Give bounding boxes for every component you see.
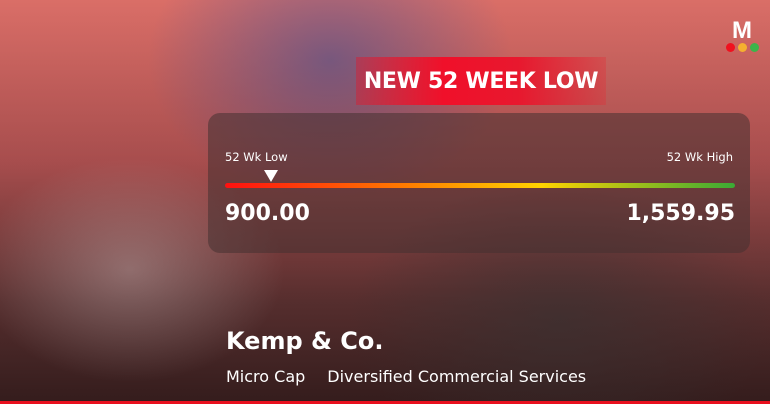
- brand-logo: M: [724, 17, 760, 56]
- logo-dot-red: [725, 43, 735, 52]
- range-bar: [225, 183, 735, 188]
- new-52-week-low-badge: NEW 52 WEEK LOW: [356, 57, 606, 105]
- logo-letter: M: [732, 17, 752, 44]
- current-price-marker-icon: [263, 170, 278, 182]
- company-name: Kemp & Co.: [226, 327, 384, 355]
- accent-bar: [0, 401, 770, 404]
- logo-dot-green: [749, 43, 759, 52]
- logo-dot-yellow: [737, 43, 747, 52]
- low-value: 900.00: [225, 201, 310, 226]
- high-value: 1,559.95: [626, 201, 735, 226]
- sector: Diversified Commercial Services: [327, 367, 587, 386]
- high-label: 52 Wk High: [666, 150, 733, 164]
- market-cap: Micro Cap: [226, 367, 306, 386]
- range-panel: 52 Wk Low 52 Wk High 900.00 1,559.95: [208, 113, 750, 253]
- low-label: 52 Wk Low: [225, 150, 288, 164]
